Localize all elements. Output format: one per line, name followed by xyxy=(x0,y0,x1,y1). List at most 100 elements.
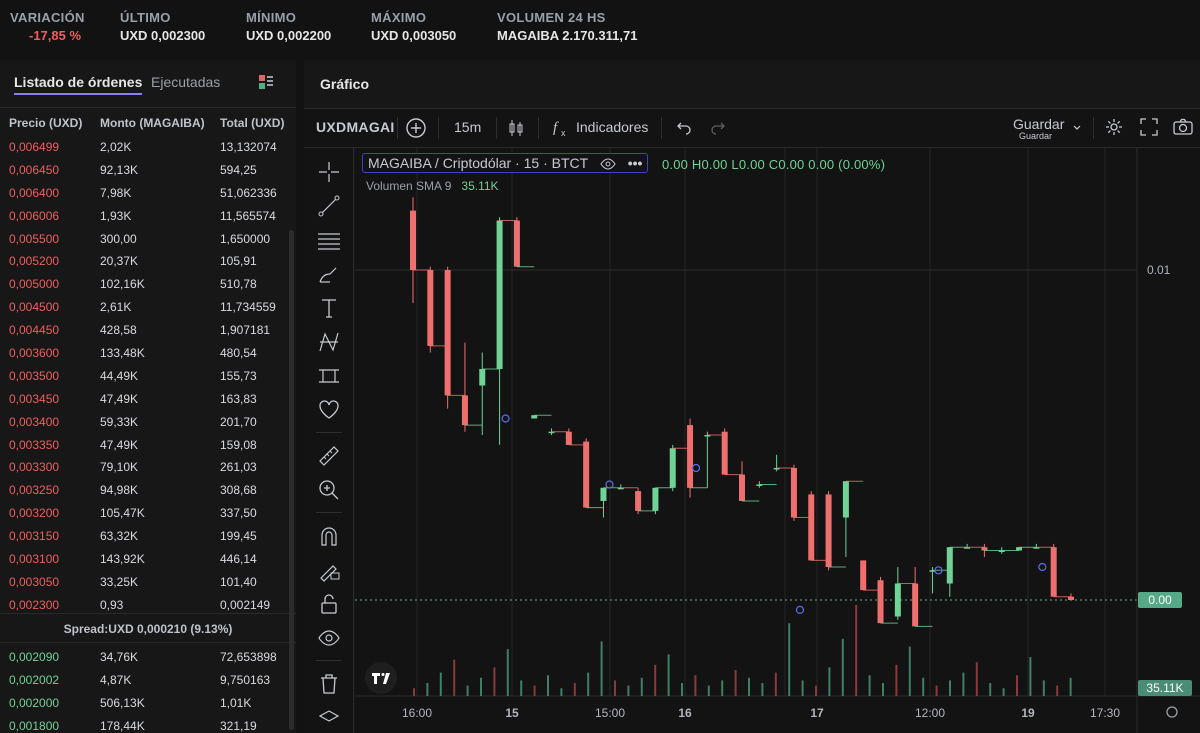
settings-gear-icon[interactable] xyxy=(1104,117,1124,140)
ask-row[interactable]: 0,003400 59,33K 201,70 xyxy=(0,411,296,434)
ohlc-readout: 0.00 H0.00 L0.00 C0.00 0.00 (0.00%) xyxy=(662,157,886,172)
tradingview-logo-icon[interactable] xyxy=(365,662,397,694)
symbol-selector[interactable]: UXDMAGAI xyxy=(316,119,395,135)
price-cell: 0,005000 xyxy=(9,277,60,292)
candle-body xyxy=(756,484,763,486)
undo-icon[interactable] xyxy=(676,119,692,138)
amount-cell: 1,93K xyxy=(100,208,132,223)
ask-row[interactable]: 0,005200 20,37K 105,91 xyxy=(0,250,296,273)
ask-row[interactable]: 0,003150 63,32K 199,45 xyxy=(0,525,296,548)
ask-row[interactable]: 0,003350 47,49K 159,08 xyxy=(0,434,296,457)
total-cell: 101,40 xyxy=(220,574,257,589)
total-cell: 321,19 xyxy=(220,718,257,733)
ask-row[interactable]: 0,003500 44,49K 155,73 xyxy=(0,365,296,388)
pattern-icon[interactable] xyxy=(317,330,341,354)
candle-body xyxy=(513,220,520,267)
ask-row[interactable]: 0,006450 92,13K 594,25 xyxy=(0,159,296,182)
amount-cell: 2,61K xyxy=(100,300,132,315)
candle-body xyxy=(998,550,1005,552)
asks-list: 0,006499 2,02K 13,132074 0,006450 92,13K 594,… xyxy=(0,136,296,617)
bid-row[interactable]: 0,002002 4,87K 9,750163 xyxy=(0,669,296,692)
candle-body xyxy=(410,210,416,270)
candle-body xyxy=(496,220,503,369)
legend-title: MAGAIBA / Criptodólar · 15 · BTCT xyxy=(368,155,588,171)
indicators-button[interactable]: Indicadores xyxy=(576,119,649,135)
ask-row[interactable]: 0,003200 105,47K 337,50 xyxy=(0,502,296,525)
ask-row[interactable]: 0,006006 1,93K 11,565574 xyxy=(0,205,296,228)
save-sub-label: Guardar xyxy=(1019,131,1053,141)
tab-order-list[interactable]: Listado de órdenes xyxy=(14,74,143,95)
candle-body xyxy=(583,441,590,508)
camera-icon[interactable] xyxy=(1173,118,1193,139)
ask-row[interactable]: 0,003450 47,49K 163,83 xyxy=(0,388,296,411)
volume-bar xyxy=(493,667,496,696)
volume-bar xyxy=(868,675,871,696)
time-label: 19 xyxy=(1021,706,1035,720)
prediction-icon[interactable] xyxy=(317,364,341,388)
layers-icon[interactable] xyxy=(317,708,341,732)
order-book-scrollbar[interactable] xyxy=(289,230,294,730)
candle-body xyxy=(600,487,607,501)
interval-selector[interactable]: 15m xyxy=(454,119,482,135)
save-button[interactable]: Guardar xyxy=(1013,116,1065,132)
lock-drawing-icon[interactable] xyxy=(317,558,341,582)
redo-icon[interactable] xyxy=(710,119,726,138)
eye-icon[interactable] xyxy=(317,626,341,650)
ask-row[interactable]: 0,004450 428,58 1,907181 xyxy=(0,319,296,342)
ask-row[interactable]: 0,003250 94,98K 308,68 xyxy=(0,479,296,502)
volume-bar xyxy=(734,670,737,696)
amount-cell: 2,02K xyxy=(100,140,132,154)
bid-row[interactable]: 0,001800 178,44K 321,19 xyxy=(0,715,296,733)
amount-cell: 92,13K xyxy=(100,162,139,177)
ask-row[interactable]: 0,005000 102,16K 510,78 xyxy=(0,273,296,296)
amount-cell: 300,00 xyxy=(100,231,137,246)
chevron-down-icon[interactable] xyxy=(1072,120,1082,136)
volume-bar xyxy=(935,685,938,696)
candle-body xyxy=(444,270,451,396)
volume-legend-value: 35.11K xyxy=(461,179,499,193)
ask-row[interactable]: 0,003100 143,92K 446,14 xyxy=(0,548,296,571)
eye-icon[interactable] xyxy=(600,157,616,173)
heart-icon[interactable] xyxy=(317,398,341,422)
ask-row[interactable]: 0,003050 33,25K 101,40 xyxy=(0,571,296,594)
bid-row[interactable]: 0,002090 34,76K 72,653898 xyxy=(0,646,296,669)
amount-cell: 47,49K xyxy=(100,391,139,406)
tab-executed[interactable]: Ejecutadas xyxy=(151,74,221,90)
lock-icon[interactable] xyxy=(317,592,341,616)
amount-cell: 47,49K xyxy=(100,437,139,452)
candle-type-icon[interactable] xyxy=(508,118,524,141)
total-cell: 480,54 xyxy=(220,346,257,361)
ask-row[interactable]: 0,002300 0,93 0,002149 xyxy=(0,594,296,617)
trend-line-icon[interactable] xyxy=(317,194,341,218)
chart-legend-symbol[interactable]: MAGAIBA / Criptodólar · 15 · BTCT ••• xyxy=(362,153,649,173)
more-options-icon[interactable]: ••• xyxy=(627,155,643,171)
crosshair-icon[interactable] xyxy=(317,160,341,184)
price-chart[interactable]: 0.01 16:00 15 15:00 16 17 12:00 19 17:30 xyxy=(355,148,1200,733)
text-icon[interactable] xyxy=(317,296,341,320)
ask-row[interactable]: 0,006400 7,98K 51,062336 xyxy=(0,182,296,205)
candle-body xyxy=(981,547,988,551)
price-cell: 0,002002 xyxy=(9,672,60,687)
trash-icon[interactable] xyxy=(317,672,341,696)
ruler-icon[interactable] xyxy=(317,444,341,468)
total-cell: 308,68 xyxy=(220,483,257,498)
bid-row[interactable]: 0,002000 506,13K 1,01K xyxy=(0,692,296,715)
magnet-icon[interactable] xyxy=(317,524,341,548)
zoom-in-icon[interactable] xyxy=(317,478,341,502)
brush-icon[interactable] xyxy=(317,262,341,286)
stat-last-value: UXD 0,002300 xyxy=(120,28,206,43)
add-symbol-icon[interactable] xyxy=(405,117,427,142)
ask-row[interactable]: 0,006499 2,02K 13,132074 xyxy=(0,136,296,159)
fullscreen-icon[interactable] xyxy=(1140,118,1158,139)
total-cell: 72,653898 xyxy=(220,650,277,664)
volume-bar xyxy=(627,685,630,696)
ask-row[interactable]: 0,005500 300,00 1,650000 xyxy=(0,228,296,251)
ask-row[interactable]: 0,004500 2,61K 11,734559 xyxy=(0,296,296,319)
horizontal-lines-icon[interactable] xyxy=(317,228,341,252)
ask-row[interactable]: 0,003600 133,48K 480,54 xyxy=(0,342,296,365)
volume-bar xyxy=(922,677,925,696)
price-cell: 0,006400 xyxy=(9,185,60,200)
ask-row[interactable]: 0,003300 79,10K 261,03 xyxy=(0,456,296,479)
book-layout-icon[interactable] xyxy=(259,75,273,89)
